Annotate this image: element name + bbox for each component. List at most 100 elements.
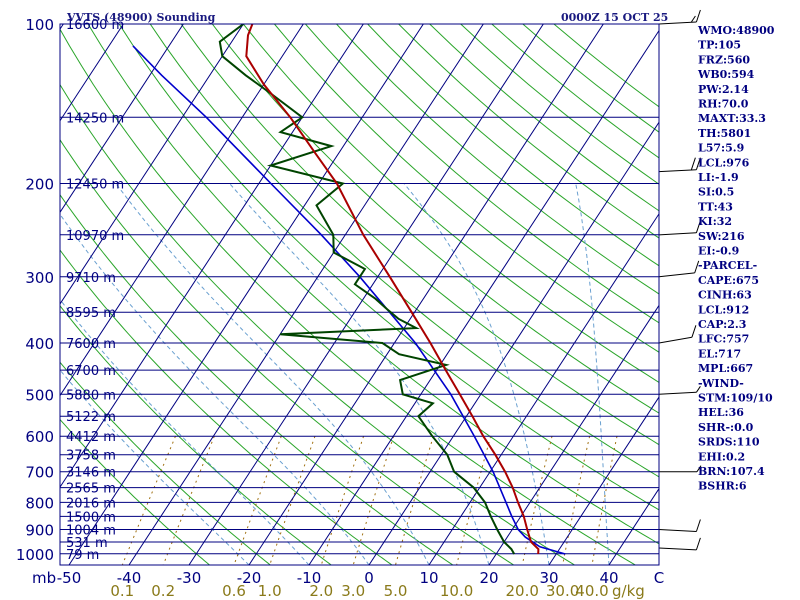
height-label: 1004 m (66, 524, 116, 539)
isotherm-line (60, 24, 304, 397)
stability-index-item: RH:70.0 (698, 98, 749, 111)
mixing-ratio-line (562, 436, 591, 565)
stability-index-item: SHR-:0.0 (698, 421, 754, 434)
dry-adiabat-line (553, 24, 659, 108)
dry-adiabat-line (60, 138, 514, 565)
mixing-ratio-line (456, 436, 492, 565)
wind-barb-flag (691, 325, 697, 338)
stability-index-item: PW:2.14 (698, 83, 749, 96)
wind-barb-flag (696, 465, 702, 472)
temperature-label: -50 (57, 569, 82, 587)
stability-index-item: SW:216 (698, 230, 745, 243)
height-label: 14250 m (66, 111, 124, 126)
stability-index-item: L57:5.9 (698, 142, 744, 155)
mixing-ratio-label: 1.0 (258, 582, 282, 600)
isotherm-line (548, 396, 659, 565)
mixing-ratio-line (162, 436, 215, 565)
chart-datetime: 0000Z 15 OCT 25 (561, 11, 668, 24)
moist-adiabat-line (575, 183, 610, 565)
isotherm-line (368, 121, 659, 565)
isotherm-line (60, 24, 244, 305)
stability-index-item: LI:-1.9 (698, 171, 739, 184)
stability-index-item: HEL:36 (698, 406, 744, 419)
dry-adiabat-line (60, 28, 636, 565)
stability-index-item: FRZ:560 (698, 53, 750, 66)
mixing-ratio-label: 2.0 (309, 582, 333, 600)
dry-adiabat-line (60, 361, 271, 565)
stability-index-item: CAP:2.3 (698, 318, 746, 331)
stability-index-item: SRDS:110 (698, 436, 760, 449)
wind-barb (658, 220, 701, 236)
mixing-ratio-line (395, 436, 434, 565)
temperature-label: 0 (364, 569, 374, 587)
mixing-ratio-label: 30.0 (546, 582, 579, 600)
height-label: 16600 m (66, 18, 124, 33)
temperature-label: -10 (297, 569, 322, 587)
isotherms (60, 24, 659, 565)
mixing-ratio-line (591, 436, 618, 565)
wind-barbs (658, 9, 702, 551)
parcel-profile-line (132, 45, 566, 555)
plot-frame (59, 23, 660, 566)
height-label: 10970 m (66, 229, 124, 244)
mixing-ratio-label: 0.2 (151, 582, 175, 600)
dry-adiabat-line (491, 24, 659, 159)
chart-title: VVTS (48900) Sounding (66, 11, 216, 24)
moist-adiabat-line (229, 183, 490, 565)
axis-labels: 0.1 0.2 0.6 1.0 2.0 3.0 5.0 10.0 20.0 30.040.0 g/k… (16, 16, 664, 600)
stability-index-item: MPL:667 (698, 362, 753, 375)
mixing-ratio-label: 40.0 (575, 582, 608, 600)
dry-adiabat-line (60, 83, 575, 565)
pressure-label: 300 (25, 269, 54, 287)
stability-index-item: LCL:976 (698, 156, 750, 169)
wind-barb-flag (695, 9, 701, 23)
wind-barb (658, 519, 701, 532)
dry-adiabat-line (367, 24, 659, 267)
stability-index-item: WMO:48900 (697, 24, 775, 37)
temperature-unit: C (654, 569, 664, 587)
isotherm-line (60, 24, 124, 122)
wind-barb-shaft (658, 169, 697, 173)
stability-index-item: MAXT:33.3 (698, 112, 766, 125)
stability-index-item: WB0:594 (697, 68, 755, 81)
isotherm-line (60, 24, 364, 489)
pressure-label: 100 (25, 16, 54, 34)
wind-barb-shaft (658, 272, 695, 278)
mixing-ratio-unit: g/kg (612, 582, 645, 600)
isotherm-line (128, 24, 484, 565)
pressure-label: 400 (25, 335, 54, 353)
moist-adiabats (60, 183, 610, 565)
mixing-ratio-label: 20.0 (505, 582, 538, 600)
height-label: 1500 m (66, 510, 116, 525)
wind-barb (658, 9, 701, 25)
mixing-ratio-label: 3.0 (341, 582, 365, 600)
pressure-label: 1000 (16, 546, 54, 564)
wind-barb-shaft (658, 232, 697, 236)
temperature-label: 20 (479, 569, 498, 587)
dry-adiabat-line (274, 24, 659, 353)
dry-adiabat-line (87, 24, 659, 545)
wind-barb-shaft (658, 21, 697, 25)
dry-adiabat-line (149, 24, 659, 478)
mixing-ratio-line (269, 436, 316, 565)
isotherm-line (188, 24, 544, 565)
wind-barb-flag (695, 519, 701, 532)
stability-index-item: CINH:63 (698, 289, 752, 302)
wind-barb-flag (695, 157, 701, 170)
temperature-label: 10 (419, 569, 438, 587)
dry-adiabat-line (242, 24, 659, 383)
temperature-label: 40 (599, 569, 618, 587)
wind-barb (658, 465, 702, 473)
wind-barb-shaft (658, 529, 697, 532)
height-label: 7600 m (66, 337, 116, 352)
dry-adiabat-line (336, 24, 659, 295)
height-label: 2016 m (66, 496, 116, 511)
pressure-label: 700 (25, 464, 54, 482)
wind-barb (658, 157, 701, 173)
dry-adiabat-line (118, 24, 659, 511)
height-label: 5122 m (66, 410, 116, 425)
height-label: 3146 m (66, 466, 116, 481)
height-label: 8595 m (66, 306, 116, 321)
stability-index-item: STM:109/10 (698, 392, 773, 405)
